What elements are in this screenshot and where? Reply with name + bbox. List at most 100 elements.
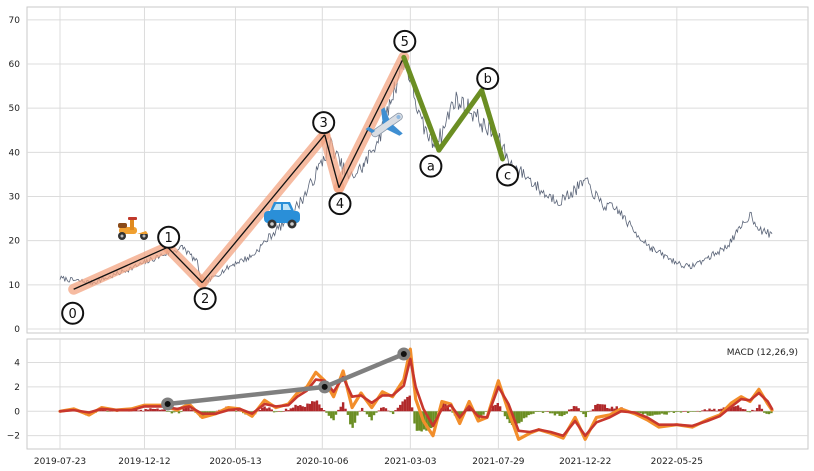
macd-histogram-bar: [551, 411, 554, 414]
macd-histogram-bar: [615, 406, 618, 412]
wave-label-c: c: [504, 168, 511, 183]
macd-histogram-bar: [729, 406, 733, 412]
macd-histogram-bar: [529, 411, 533, 415]
macd-histogram-bar: [406, 396, 409, 412]
macd-histogram-bar: [358, 410, 361, 412]
macd-histogram-bar: [303, 406, 307, 412]
macd-histogram-bar: [313, 401, 316, 412]
macd-histogram-bar: [104, 410, 107, 412]
wave-label-circle: [419, 154, 443, 178]
impulse-wave-segment: [201, 134, 326, 284]
macd-histogram-bar: [237, 409, 240, 412]
x-axis-ticks: 2019-07-23 2019-12-12 2020-05-13 2020-10-06…: [34, 457, 703, 467]
macd-histogram-bar: [173, 411, 176, 413]
macd-histogram-bar: [365, 411, 369, 415]
macd-histogram-bar: [137, 410, 140, 412]
price-panel: 0 10 20 30 40 50 60 70 0 1 2 3 4 5 a b c: [9, 6, 809, 335]
macd-histogram-bar: [165, 411, 169, 412]
macd-y-tick-label: 0: [14, 407, 20, 417]
macd-histogram-bar: [387, 410, 390, 412]
macd-histogram-bar: [330, 411, 333, 419]
macd-histogram-bar: [570, 409, 573, 412]
wave-label-0: 0: [69, 307, 77, 322]
macd-histogram-bar: [703, 409, 706, 412]
impulse-wave-segment: [167, 246, 203, 284]
macd-histogram-bar: [401, 401, 404, 412]
macd-histogram-bar: [644, 411, 647, 414]
macd-histogram-bar: [677, 411, 680, 412]
macd-histogram-bar: [275, 411, 278, 413]
macd-histogram-bar: [341, 402, 345, 412]
macd-histogram-bar: [434, 411, 438, 419]
macd-histogram-bar: [655, 411, 659, 415]
macd-y-ticks: −2 0 2 4: [7, 359, 21, 442]
macd-histogram-bar: [587, 411, 590, 413]
macd-histogram-bar: [696, 410, 699, 412]
macd-histogram-bar: [441, 400, 445, 412]
macd-histogram-bar: [553, 411, 557, 416]
impulse-wave-segment: [338, 57, 405, 188]
macd-histogram-bar: [653, 411, 657, 415]
macd-histogram-bar: [356, 411, 359, 416]
macd-histogram-bar: [482, 411, 485, 415]
macd-histogram-bar: [391, 411, 395, 415]
macd-histogram-bar: [277, 411, 281, 412]
macd-histogram-bar: [280, 411, 283, 413]
macd-histogram-bar: [399, 404, 402, 412]
macd-histogram-bar: [753, 410, 756, 412]
macd-wave-marker-dot: [400, 350, 407, 357]
macd-histogram-bar: [689, 411, 692, 412]
macd-histogram-bar: [494, 404, 497, 412]
macd-histogram-bar: [596, 403, 599, 412]
macd-lines: [58, 347, 774, 441]
macd-histogram-bar: [449, 409, 452, 412]
macd-histogram-bar: [496, 403, 499, 412]
macd-histogram-bar: [636, 411, 640, 413]
macd-histogram-bar: [134, 409, 138, 412]
macd-histogram-bar: [663, 411, 666, 415]
macd-wave-marker-dot: [164, 400, 171, 407]
macd-histogram-bar: [572, 406, 576, 412]
macd-histogram-bar: [760, 408, 764, 412]
x-tick-label: 2020-10-06: [296, 457, 349, 467]
macd-histogram-bar: [142, 410, 145, 412]
macd-histogram-bar: [315, 400, 319, 412]
macd-histogram-bar: [272, 411, 276, 413]
macd-histogram-bar: [318, 404, 321, 412]
macd-histogram-bar: [282, 411, 285, 412]
macd-histogram-bar: [579, 411, 583, 413]
macd-histogram-bar: [370, 411, 373, 421]
macd-histogram-bar: [646, 411, 649, 416]
macd-histogram-bar: [234, 411, 238, 412]
wave-label-a: a: [427, 160, 435, 175]
macd-histogram-bar: [639, 411, 642, 414]
x-tick-label: 2020-05-13: [209, 457, 261, 467]
macd-histogram-bar: [258, 410, 262, 412]
macd-histogram-bar: [337, 409, 340, 412]
macd-histogram-bar: [334, 411, 338, 415]
macd-histogram-bar: [108, 410, 112, 412]
macd-histogram-bar: [189, 409, 193, 412]
macd-histogram-bar: [522, 411, 526, 419]
x-tick-label: 2019-12-12: [118, 457, 170, 467]
macd-histogram-bar: [215, 410, 219, 412]
macd-histogram-bar: [410, 407, 414, 412]
macd-histogram-bar: [287, 410, 290, 412]
macd-histogram-bar: [527, 411, 530, 416]
macd-histogram-bar: [418, 411, 421, 431]
macd-histogram-bar: [601, 404, 604, 412]
macd-histogram-bar: [175, 411, 178, 412]
macd-histogram-bar: [648, 411, 652, 416]
macd-histogram-bar: [261, 407, 264, 412]
macd-histogram-bar: [667, 411, 671, 413]
macd-histogram-bar: [748, 411, 752, 413]
macd-histogram-bar: [420, 411, 423, 432]
macd-histogram-bar: [408, 395, 411, 412]
macd-histogram-bar: [413, 411, 416, 424]
x-tick-label: 2021-12-22: [559, 457, 611, 467]
macd-histogram-bar: [691, 411, 695, 412]
macd-histogram-bar: [498, 406, 502, 412]
macd-histogram-bar: [734, 406, 737, 412]
macd-histogram-bar: [539, 411, 542, 412]
